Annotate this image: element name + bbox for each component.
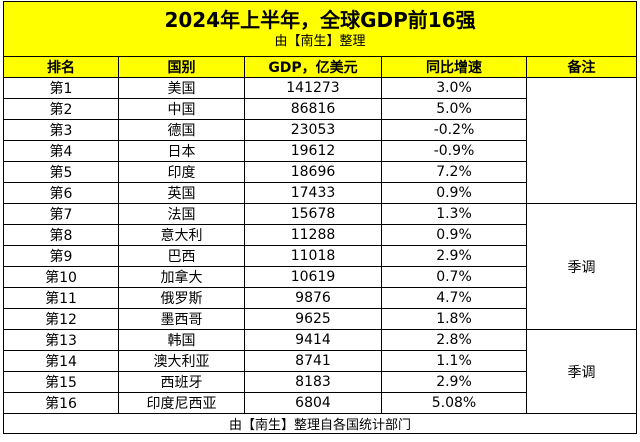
growth-cell: 5.0% [381, 98, 527, 120]
table-title: 2024年上半年，全球GDP前16强 [164, 8, 476, 33]
country-cell: 西班牙 [118, 371, 245, 393]
header-growth: 同比增速 [381, 56, 527, 78]
growth-cell: 4.7% [381, 287, 527, 309]
growth-cell: -0.9% [381, 140, 527, 162]
note-cell-seasonal-adjusted: 季调 [525, 329, 638, 414]
gdp-cell: 15678 [244, 203, 382, 225]
table-row: 第15 西班牙 8183 2.9% [3, 371, 637, 393]
country-cell: 墨西哥 [118, 308, 245, 330]
table-row: 第5 印度 18696 7.2% [3, 161, 637, 183]
table-row: 第8 意大利 11288 0.9% [3, 224, 637, 246]
country-cell: 日本 [118, 140, 245, 162]
growth-cell: 3.0% [381, 77, 527, 99]
table-row: 第9 巴西 11018 2.9% [3, 245, 637, 267]
rank-cell: 第14 [3, 350, 119, 372]
growth-cell: 2.8% [381, 329, 527, 351]
gdp-cell: 10619 [244, 266, 382, 288]
header-rank: 排名 [3, 56, 119, 78]
gdp-cell: 8183 [244, 371, 382, 393]
table-row: 第7 法国 15678 1.3% 季调 [3, 203, 638, 330]
growth-cell: 1.1% [381, 350, 527, 372]
table-row: 第6 英国 17433 0.9% [3, 182, 637, 204]
rank-cell: 第4 [3, 140, 119, 162]
growth-cell: 2.9% [381, 245, 527, 267]
country-cell: 意大利 [118, 224, 245, 246]
gdp-cell: 9414 [244, 329, 382, 351]
gdp-cell: 18696 [244, 161, 382, 183]
title-cell: 2024年上半年，全球GDP前16强 由【南生】整理 [2, 1, 638, 57]
table-row: 第4 日本 19612 -0.9% [3, 140, 637, 162]
country-cell: 法国 [118, 203, 245, 225]
table-row: 第13 韩国 9414 2.8% 季调 [3, 329, 638, 414]
country-cell: 美国 [118, 77, 245, 99]
header-gdp: GDP，亿美元 [244, 56, 382, 78]
growth-cell: 0.9% [381, 182, 527, 204]
country-cell: 中国 [118, 98, 245, 120]
gdp-cell: 19612 [244, 140, 382, 162]
country-cell: 韩国 [118, 329, 245, 351]
country-cell: 加拿大 [118, 266, 245, 288]
growth-cell: 1.8% [381, 308, 527, 330]
header-country: 国别 [118, 56, 245, 78]
country-cell: 巴西 [118, 245, 245, 267]
gdp-cell: 23053 [244, 119, 382, 141]
growth-cell: 0.9% [381, 224, 527, 246]
growth-cell: 2.9% [381, 371, 527, 393]
footer-row: 由【南生】整理自各国统计部门 [2, 413, 638, 434]
rank-cell: 第15 [3, 371, 119, 393]
gdp-cell: 17433 [244, 182, 382, 204]
growth-cell: 0.7% [381, 266, 527, 288]
table-subtitle: 由【南生】整理 [274, 34, 366, 50]
gdp-ranking-table: 2024年上半年，全球GDP前16强 由【南生】整理 排名 国别 GDP，亿美元… [2, 1, 638, 434]
header-note: 备注 [525, 56, 638, 78]
country-cell: 英国 [118, 182, 245, 204]
table-row: 第11 俄罗斯 9876 4.7% [3, 287, 637, 309]
growth-cell: -0.2% [381, 119, 527, 141]
gdp-cell: 9625 [244, 308, 382, 330]
rank-cell: 第16 [3, 392, 119, 414]
note-cell-seasonal-adjusted: 季调 [525, 203, 638, 330]
country-cell: 印度 [118, 161, 245, 183]
gdp-cell: 9876 [244, 287, 382, 309]
gdp-cell: 86816 [244, 98, 382, 120]
rank-cell: 第6 [3, 182, 119, 204]
rank-cell: 第13 [3, 329, 119, 351]
rank-cell: 第5 [3, 161, 119, 183]
country-cell: 印度尼西亚 [118, 392, 245, 414]
note-cell-empty-top [525, 77, 638, 204]
table-row: 第1 美国 141273 3.0% [3, 77, 638, 204]
rank-cell: 第2 [3, 98, 119, 120]
table-row: 第12 墨西哥 9625 1.8% [3, 308, 637, 330]
rank-cell: 第1 [3, 77, 119, 99]
rank-cell: 第8 [3, 224, 119, 246]
table-footer-source: 由【南生】整理自各国统计部门 [2, 413, 638, 434]
rank-cell: 第12 [3, 308, 119, 330]
gdp-cell: 11018 [244, 245, 382, 267]
rank-cell: 第11 [3, 287, 119, 309]
rank-cell: 第3 [3, 119, 119, 141]
gdp-cell: 141273 [244, 77, 382, 99]
country-cell: 俄罗斯 [118, 287, 245, 309]
title-row: 2024年上半年，全球GDP前16强 由【南生】整理 [2, 1, 638, 57]
gdp-cell: 8741 [244, 350, 382, 372]
header-row: 排名 国别 GDP，亿美元 同比增速 备注 [3, 56, 638, 78]
country-cell: 德国 [118, 119, 245, 141]
growth-cell: 1.3% [381, 203, 527, 225]
rank-cell: 第9 [3, 245, 119, 267]
rank-cell: 第10 [3, 266, 119, 288]
growth-cell: 5.08% [381, 392, 527, 414]
gdp-cell: 11288 [244, 224, 382, 246]
rank-cell: 第7 [3, 203, 119, 225]
gdp-cell: 6804 [244, 392, 382, 414]
country-cell: 澳大利亚 [118, 350, 245, 372]
growth-cell: 7.2% [381, 161, 527, 183]
